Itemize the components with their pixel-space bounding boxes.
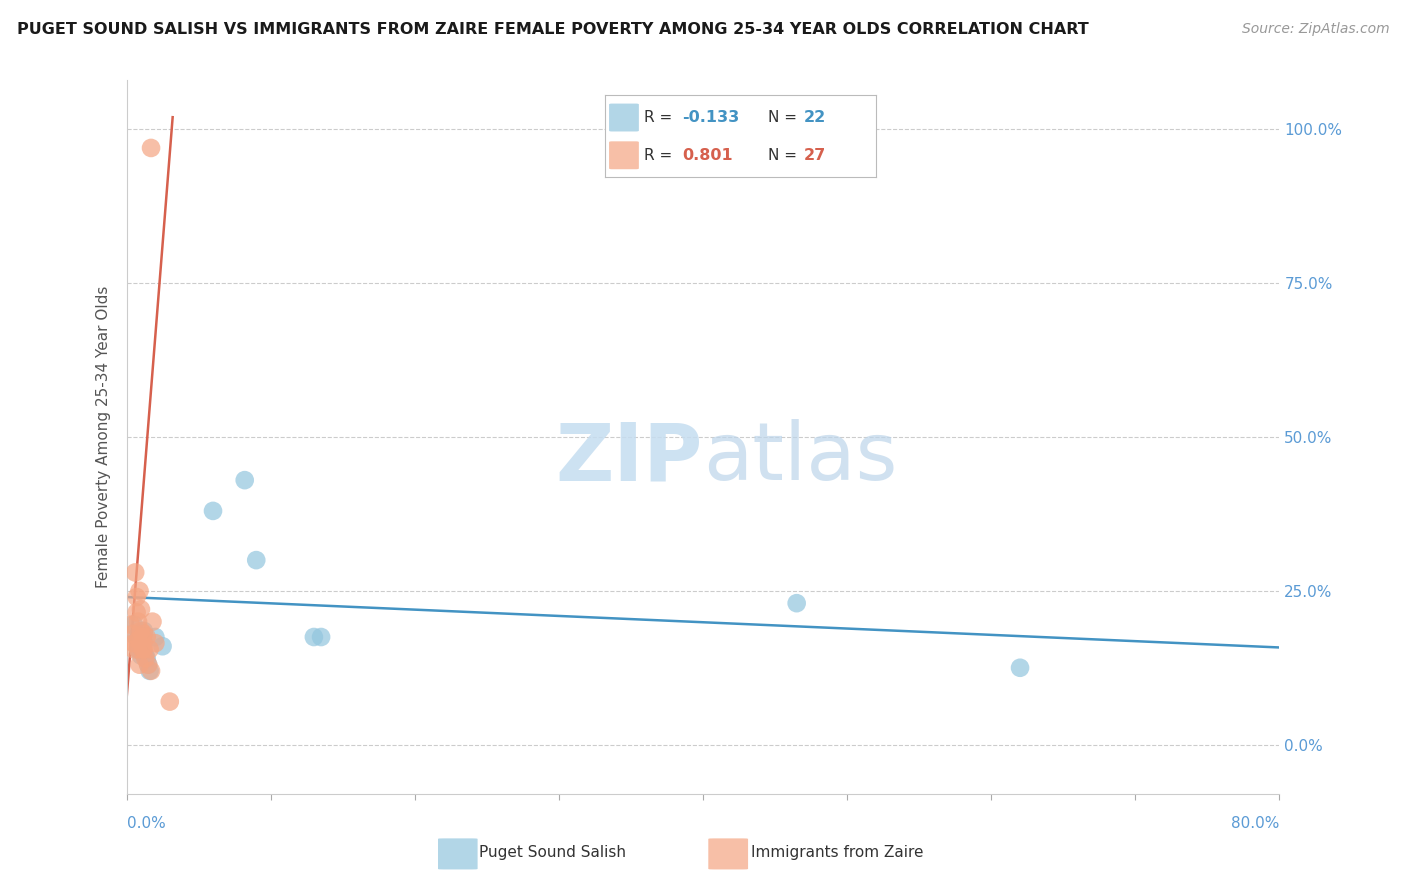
Y-axis label: Female Poverty Among 25-34 Year Olds: Female Poverty Among 25-34 Year Olds	[96, 286, 111, 588]
Text: atlas: atlas	[703, 419, 897, 498]
Point	[127, 642, 149, 657]
Point	[127, 633, 149, 648]
Text: 80.0%: 80.0%	[1232, 816, 1279, 831]
Point	[128, 583, 150, 598]
Point	[136, 657, 159, 672]
Point	[138, 642, 160, 657]
Point	[139, 664, 162, 678]
Point	[145, 636, 166, 650]
Point	[131, 630, 153, 644]
Point	[135, 651, 157, 665]
Point	[125, 630, 148, 644]
Point	[138, 664, 160, 678]
Point	[159, 695, 181, 709]
Point	[786, 596, 808, 610]
Text: ZIP: ZIP	[555, 419, 703, 498]
Point	[302, 630, 325, 644]
Point	[145, 630, 166, 644]
Point	[128, 639, 150, 653]
Point	[129, 648, 152, 663]
Point	[233, 473, 256, 487]
Point	[129, 624, 152, 638]
Point	[132, 636, 155, 650]
Point	[129, 633, 152, 648]
Point	[152, 639, 174, 653]
Point	[309, 630, 332, 644]
Point	[131, 642, 153, 657]
Text: 0.0%: 0.0%	[127, 816, 166, 831]
Point	[1008, 661, 1031, 675]
Point	[122, 642, 145, 657]
Text: PUGET SOUND SALISH VS IMMIGRANTS FROM ZAIRE FEMALE POVERTY AMONG 25-34 YEAR OLDS: PUGET SOUND SALISH VS IMMIGRANTS FROM ZA…	[17, 22, 1088, 37]
Point	[127, 642, 149, 657]
Point	[141, 615, 163, 629]
Text: Source: ZipAtlas.com: Source: ZipAtlas.com	[1241, 22, 1389, 37]
Point	[132, 642, 155, 657]
Point	[127, 615, 149, 629]
Point	[125, 606, 148, 620]
Point	[120, 617, 142, 632]
Point	[124, 566, 146, 580]
Point	[122, 617, 145, 632]
Point	[135, 630, 157, 644]
Point	[122, 636, 145, 650]
Point	[128, 657, 150, 672]
Point	[132, 624, 155, 638]
Point	[129, 602, 152, 616]
Point	[136, 657, 159, 672]
Point	[132, 627, 155, 641]
Point	[245, 553, 267, 567]
Point	[202, 504, 225, 518]
Point	[139, 141, 162, 155]
Point	[125, 590, 148, 604]
Point	[121, 627, 143, 641]
Point	[131, 645, 153, 659]
Point	[134, 648, 156, 663]
Point	[134, 651, 156, 665]
